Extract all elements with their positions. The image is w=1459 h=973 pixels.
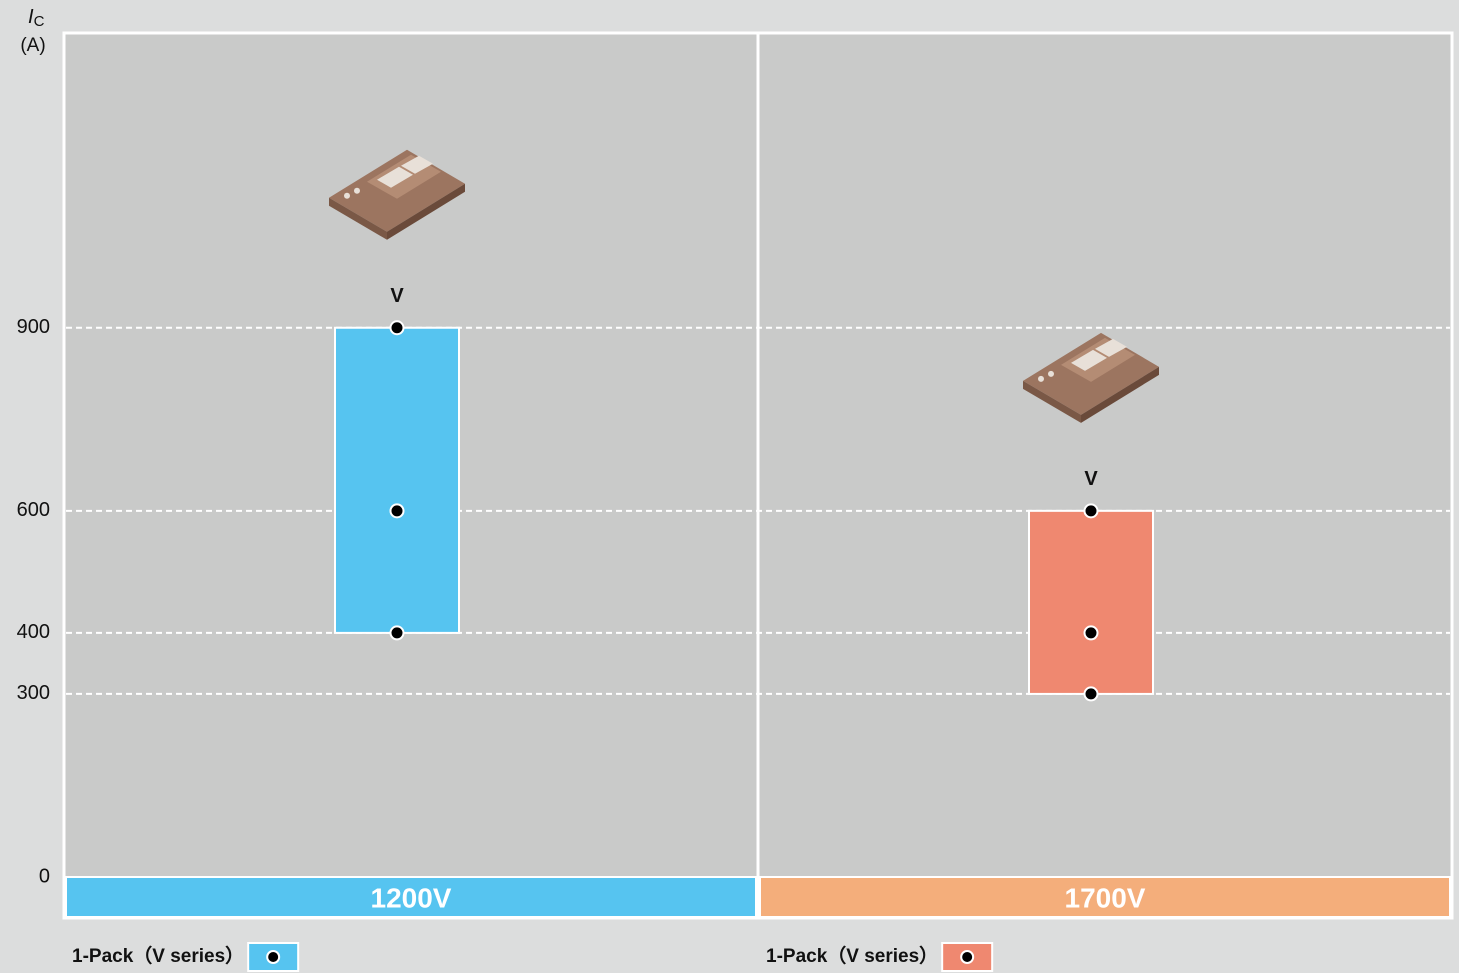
legend-dot — [961, 951, 973, 963]
legend-label: 1-Pack（V series） — [72, 944, 244, 967]
y-axis-unit: (A) — [20, 35, 45, 56]
legend-dot — [267, 951, 279, 963]
y-tick-label: 400 — [17, 621, 50, 643]
range-bar — [335, 328, 459, 633]
page: {"chart_data": { "type": "range-bar", "y… — [0, 0, 1459, 973]
rating-dot — [1085, 626, 1098, 639]
y-tick-label: 600 — [17, 499, 50, 521]
series-label: V — [1084, 468, 1098, 490]
y-tick-label: 300 — [17, 682, 50, 704]
rating-dot — [391, 321, 404, 334]
rating-dot — [391, 626, 404, 639]
category-label: 1700V — [1065, 882, 1146, 913]
y-tick-label: 900 — [17, 316, 50, 338]
range-bar — [1029, 511, 1153, 694]
rating-dot — [1085, 687, 1098, 700]
y-tick-label: 0 — [39, 865, 50, 887]
rating-dot — [1085, 504, 1098, 517]
rating-dot — [391, 504, 404, 517]
series-label: V — [390, 285, 404, 307]
y-axis-label: IC — [28, 6, 45, 30]
chart: IC (A) 0 300 400 600 900 1200V 1700V V 1-Pack（V … — [0, 0, 1459, 973]
legend-label: 1-Pack（V series） — [766, 944, 938, 967]
y-label-sub: C — [34, 13, 45, 30]
category-label: 1200V — [371, 882, 452, 913]
